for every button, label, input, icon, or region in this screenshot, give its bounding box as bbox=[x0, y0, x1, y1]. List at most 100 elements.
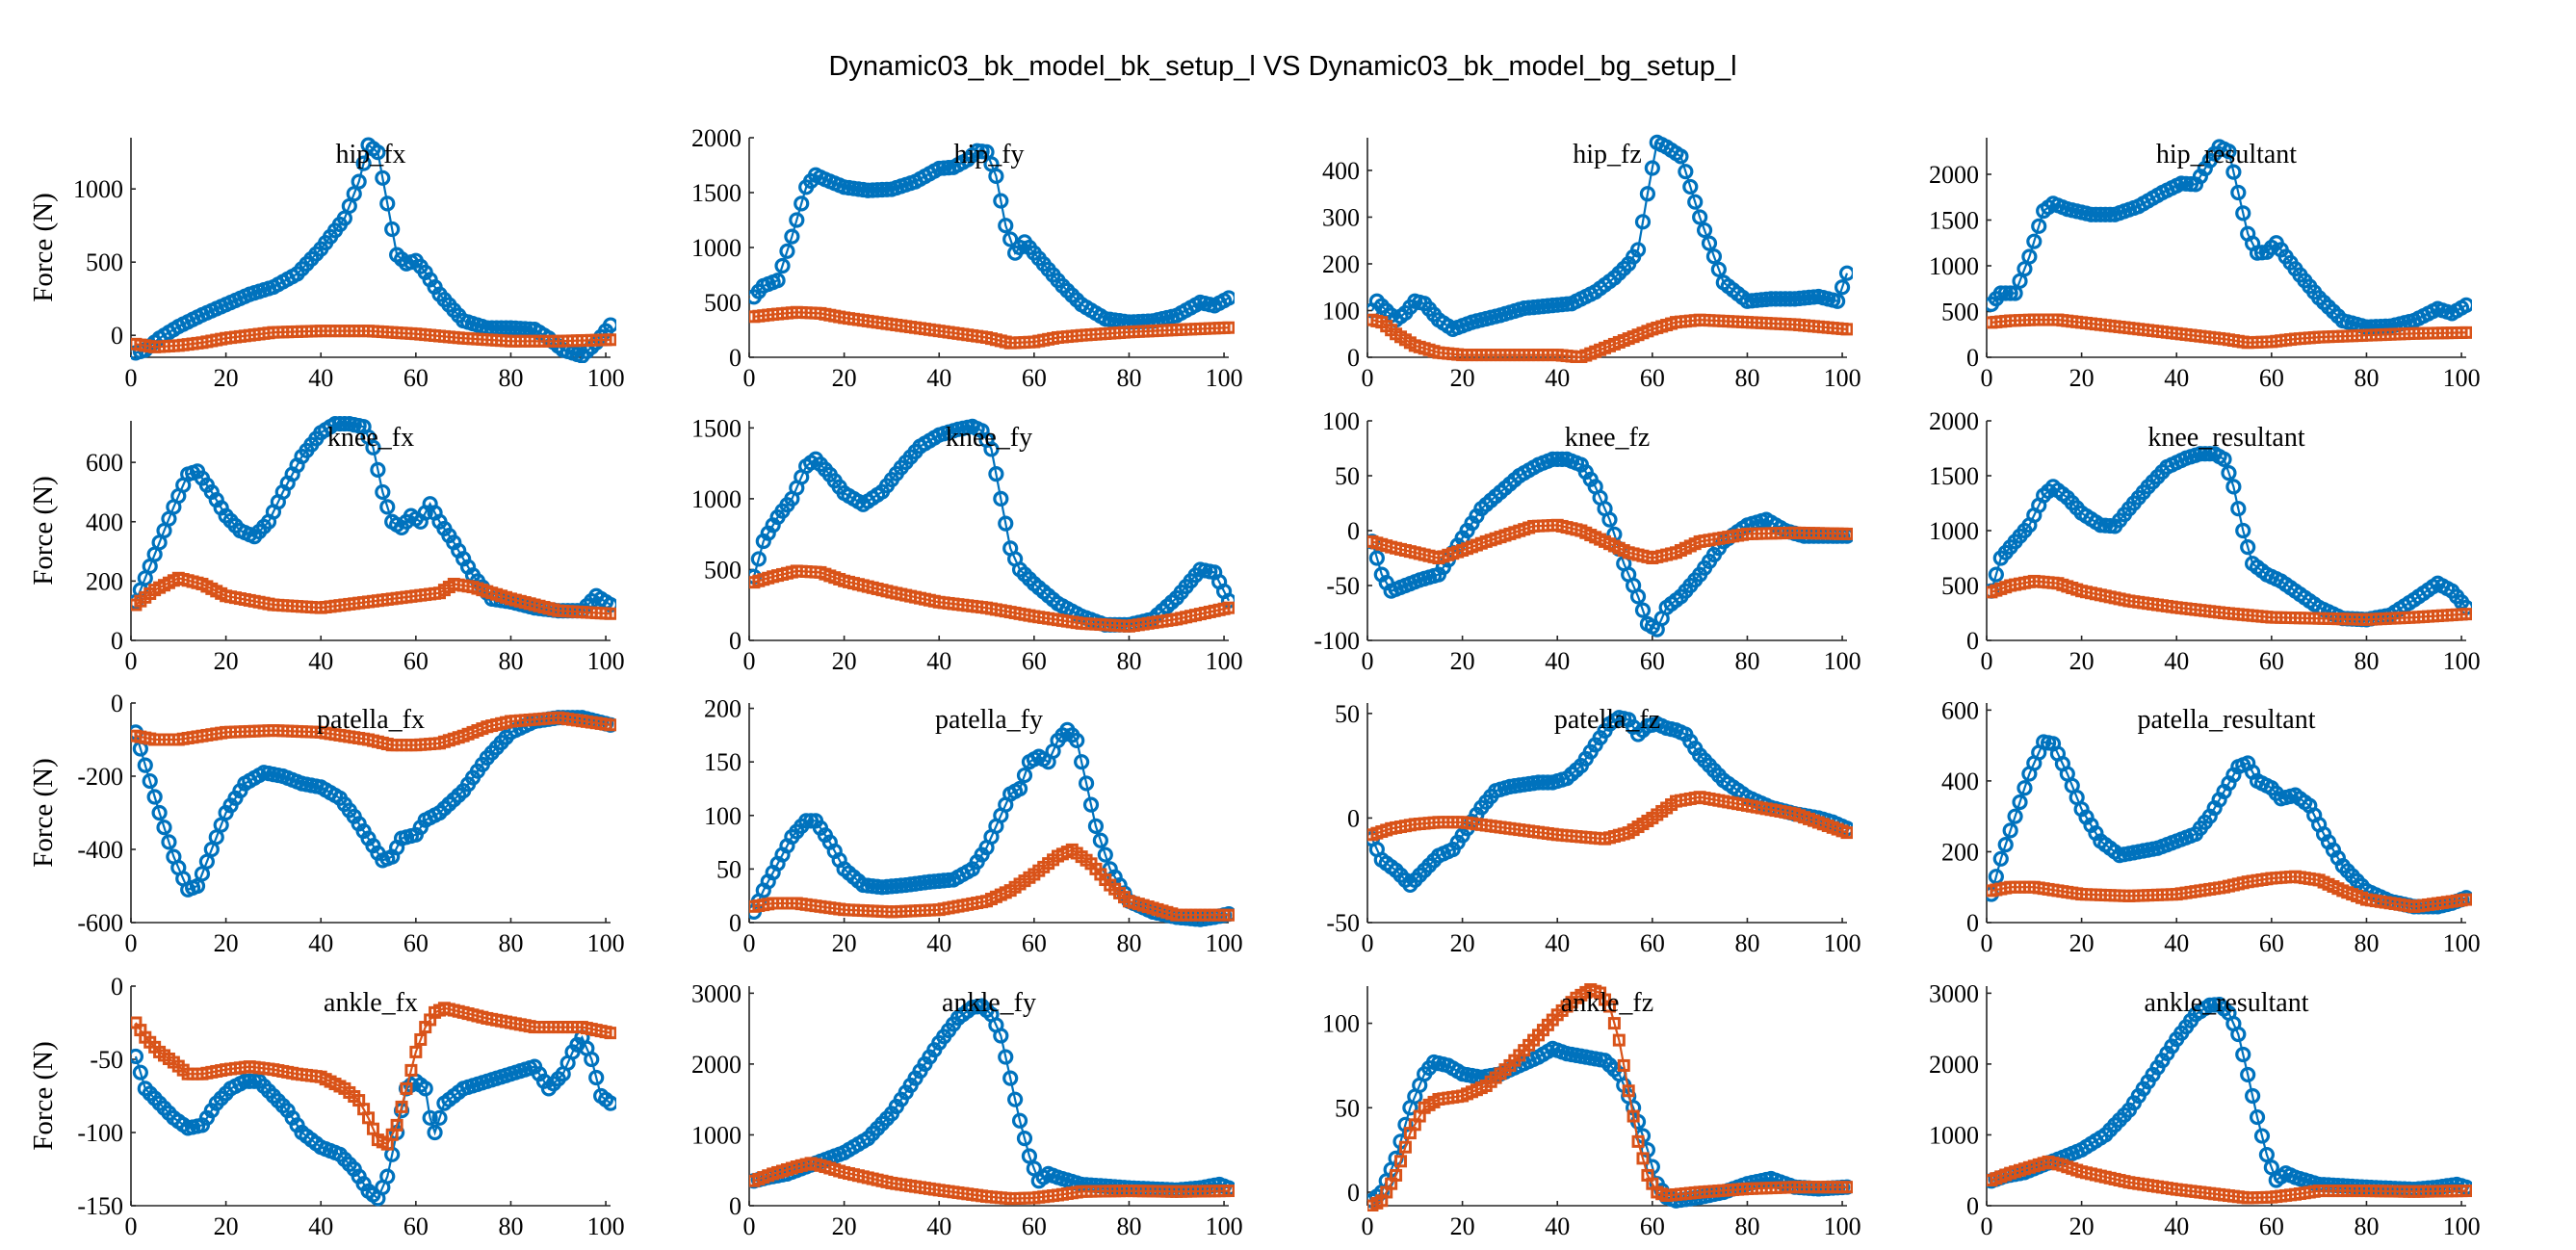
y-tick-label: 0 bbox=[1347, 1179, 1360, 1207]
x-tick-label: 0 bbox=[125, 364, 138, 392]
x-tick-label: 0 bbox=[125, 929, 138, 957]
x-tick-label: 20 bbox=[2069, 364, 2095, 392]
series-group bbox=[749, 721, 1235, 927]
x-tick-label: 80 bbox=[1116, 1212, 1141, 1240]
circle-marker bbox=[993, 490, 1009, 508]
circle-marker bbox=[1763, 291, 1780, 307]
series-group bbox=[1367, 983, 1853, 1211]
circle-marker bbox=[1705, 248, 1723, 265]
square-marker bbox=[1390, 1168, 1403, 1182]
circle-marker bbox=[1639, 186, 1656, 202]
circle-marker bbox=[379, 1168, 396, 1185]
x-tick-label: 100 bbox=[1824, 364, 1861, 392]
circle-marker bbox=[988, 466, 1004, 482]
circle-marker bbox=[602, 317, 616, 333]
subplot-title: patella_resultant bbox=[2137, 705, 2315, 735]
x-tick-label: 80 bbox=[1734, 364, 1759, 392]
circle-marker bbox=[161, 834, 177, 850]
circle-marker bbox=[779, 243, 795, 259]
x-tick-label: 60 bbox=[403, 647, 429, 675]
circle-marker bbox=[1002, 1070, 1019, 1086]
square-marker bbox=[1222, 908, 1235, 922]
square-marker bbox=[1398, 1140, 1412, 1154]
circle-marker bbox=[993, 1028, 1009, 1044]
subplot-hip-resultant: 0 20 40 60 80 1000500100015002000hip_resultan… bbox=[1929, 138, 2481, 392]
x-tick-label: 20 bbox=[832, 1212, 857, 1240]
circle-marker bbox=[2458, 297, 2472, 313]
circle-marker bbox=[417, 1081, 433, 1097]
series-group bbox=[1367, 710, 1853, 894]
circle-marker bbox=[156, 820, 172, 836]
y-tick-label: 1500 bbox=[1929, 207, 1979, 235]
x-tick-label: 80 bbox=[2354, 1212, 2379, 1240]
circle-marker bbox=[1692, 209, 1708, 225]
x-tick-label: 60 bbox=[1022, 1212, 1047, 1240]
circle-marker bbox=[983, 441, 1000, 457]
x-tick-label: 0 bbox=[1362, 364, 1374, 392]
square-marker bbox=[604, 718, 616, 732]
series-group bbox=[1987, 446, 2472, 628]
y-axis-label: Force (N) bbox=[28, 758, 59, 868]
circle-marker bbox=[602, 1095, 616, 1111]
x-tick-label: 80 bbox=[1116, 647, 1141, 675]
circle-marker bbox=[1830, 293, 1846, 309]
square-marker bbox=[604, 607, 616, 620]
circle-marker bbox=[1082, 796, 1100, 813]
circle-marker bbox=[1368, 550, 1385, 566]
x-tick-label: 40 bbox=[926, 929, 951, 957]
x-tick-label: 40 bbox=[926, 1212, 951, 1240]
square-marker bbox=[1602, 1000, 1616, 1013]
circle-marker bbox=[1834, 279, 1851, 296]
circle-marker bbox=[2012, 794, 2028, 811]
circle-marker bbox=[750, 551, 767, 567]
circle-marker bbox=[1007, 1091, 1024, 1107]
circle-marker bbox=[1016, 1131, 1033, 1147]
subplot-title: hip_fy bbox=[953, 140, 1024, 169]
circle-marker bbox=[2031, 218, 2047, 234]
circle-marker bbox=[2007, 808, 2023, 824]
circle-marker bbox=[1701, 235, 1718, 251]
subplot-title: ankle_fx bbox=[324, 988, 418, 1018]
x-tick-label: 80 bbox=[1116, 929, 1141, 957]
square-marker bbox=[1840, 826, 1853, 840]
subplot-title: patella_fx bbox=[317, 705, 425, 735]
y-tick-label: 0 bbox=[111, 627, 123, 655]
square-marker bbox=[1626, 1109, 1640, 1123]
square-marker bbox=[1622, 1084, 1635, 1098]
circle-marker bbox=[2221, 465, 2237, 482]
circle-marker bbox=[2002, 822, 2018, 839]
x-tick-label: 100 bbox=[1824, 929, 1861, 957]
y-tick-label: 100 bbox=[1322, 297, 1360, 325]
circle-marker bbox=[375, 169, 391, 186]
x-tick-label: 80 bbox=[498, 364, 523, 392]
x-tick-label: 0 bbox=[1981, 364, 1993, 392]
circle-marker bbox=[794, 195, 810, 212]
circle-marker bbox=[384, 221, 401, 238]
circle-marker bbox=[1997, 285, 2014, 301]
y-tick-label: 500 bbox=[86, 248, 123, 276]
square-marker bbox=[404, 1063, 418, 1077]
square-marker bbox=[2459, 1185, 2472, 1198]
y-axis-label: Force (N) bbox=[28, 1041, 59, 1151]
circle-marker bbox=[1629, 242, 1647, 258]
y-tick-label: 1500 bbox=[691, 179, 742, 207]
square-marker bbox=[1840, 527, 1853, 540]
circle-marker bbox=[2230, 184, 2247, 201]
square-marker bbox=[604, 1027, 616, 1040]
circle-marker bbox=[998, 218, 1014, 234]
y-tick-label: 2000 bbox=[691, 1051, 742, 1079]
y-tick-label: 500 bbox=[1941, 572, 1979, 600]
square-marker bbox=[1636, 1152, 1650, 1165]
x-tick-label: 60 bbox=[1640, 1212, 1665, 1240]
y-tick-label: 100 bbox=[1322, 1010, 1360, 1038]
circle-marker bbox=[1782, 291, 1798, 307]
circle-marker bbox=[2240, 1066, 2256, 1083]
y-tick-label: 300 bbox=[1322, 203, 1360, 231]
series-group bbox=[1367, 134, 1853, 363]
circle-marker bbox=[998, 515, 1014, 532]
y-tick-label: 0 bbox=[111, 973, 123, 1001]
circle-marker bbox=[2097, 206, 2114, 222]
